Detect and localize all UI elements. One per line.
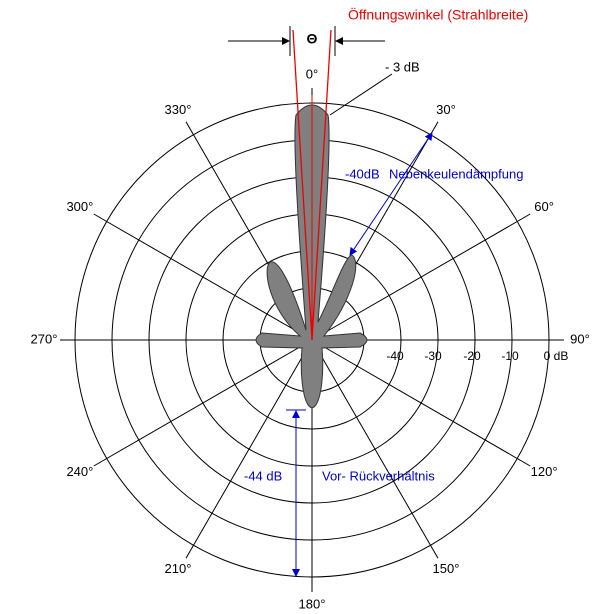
beam-line bbox=[311, 29, 332, 341]
sidelobe-text: Nebenkeulendämpfung bbox=[389, 166, 523, 181]
theta: Θ bbox=[307, 31, 318, 47]
angle-label: 150° bbox=[433, 561, 460, 576]
db-label: -30 bbox=[424, 349, 442, 363]
backlobe-db: -44 dB bbox=[244, 468, 282, 483]
angle-label: 240° bbox=[66, 464, 93, 479]
spoke bbox=[93, 339, 313, 467]
angle-label: 60° bbox=[534, 199, 554, 214]
beam-line bbox=[292, 29, 313, 341]
angle-label: 120° bbox=[531, 464, 558, 479]
spoke bbox=[311, 339, 531, 467]
spoke bbox=[185, 339, 313, 559]
angle-label: 330° bbox=[165, 102, 192, 117]
spoke bbox=[93, 213, 313, 341]
db-label: -10 bbox=[501, 349, 519, 363]
db-label: 0 dB bbox=[544, 349, 569, 363]
angle-label: 90° bbox=[570, 331, 590, 346]
backlobe-text: Vor- Rückverhältnis bbox=[322, 468, 435, 483]
angle-label: 210° bbox=[165, 561, 192, 576]
leader bbox=[329, 73, 393, 116]
beam-db: - 3 dB bbox=[385, 59, 420, 74]
sidelobe-db: -40dB bbox=[345, 166, 380, 181]
db-label: -20 bbox=[463, 349, 481, 363]
spoke bbox=[311, 213, 531, 341]
angle-label: 300° bbox=[66, 199, 93, 214]
angle-label: 180° bbox=[299, 596, 326, 611]
spoke bbox=[311, 339, 439, 559]
db-label: -40 bbox=[386, 349, 404, 363]
angle-label: 270° bbox=[31, 331, 58, 346]
title: Öffnungswinkel (Strahlbreite) bbox=[348, 6, 528, 23]
angle-label: 0° bbox=[306, 66, 318, 81]
sidelobe-arrow bbox=[349, 132, 433, 256]
angle-label: 30° bbox=[436, 102, 456, 117]
